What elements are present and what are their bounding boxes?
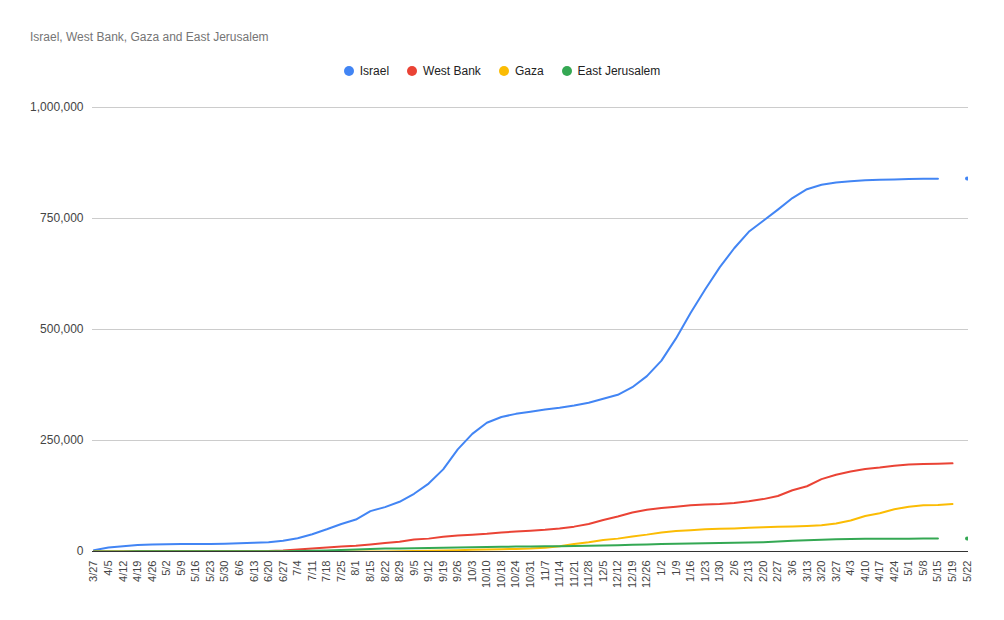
svg-text:5/9: 5/9	[175, 561, 187, 576]
svg-text:12/26: 12/26	[640, 561, 652, 589]
svg-text:11/7: 11/7	[539, 561, 551, 582]
svg-text:4/10: 4/10	[859, 561, 871, 582]
svg-text:5/2: 5/2	[160, 561, 172, 576]
svg-text:1/9: 1/9	[670, 561, 682, 576]
svg-text:1/23: 1/23	[699, 561, 711, 582]
svg-text:5/16: 5/16	[189, 561, 201, 582]
svg-text:12/12: 12/12	[611, 561, 623, 589]
svg-text:12/5: 12/5	[597, 561, 609, 582]
svg-text:7/11: 7/11	[306, 561, 318, 582]
svg-text:4/19: 4/19	[131, 561, 143, 582]
svg-text:3/13: 3/13	[800, 561, 812, 582]
svg-text:2/13: 2/13	[742, 561, 754, 582]
svg-text:4/17: 4/17	[873, 561, 885, 582]
svg-text:9/12: 9/12	[422, 561, 434, 582]
svg-text:7/18: 7/18	[320, 561, 332, 582]
svg-text:1/2: 1/2	[655, 561, 667, 576]
svg-text:1/30: 1/30	[713, 561, 725, 582]
svg-text:8/29: 8/29	[393, 561, 405, 582]
html-text:Israel: Israel	[359, 64, 390, 78]
svg-text:6/6: 6/6	[233, 561, 245, 576]
svg-text:6/13: 6/13	[248, 561, 260, 582]
svg-text:5/23: 5/23	[204, 561, 216, 582]
svg-text:9/5: 9/5	[408, 561, 420, 576]
svg-text:500,000: 500,000	[40, 322, 84, 336]
svg-text:5/30: 5/30	[218, 561, 230, 582]
svg-text:0: 0	[77, 544, 84, 558]
svg-text:4/3: 4/3	[844, 561, 856, 576]
svg-text:4/12: 4/12	[117, 561, 129, 582]
svg-text:5/22: 5/22	[961, 561, 973, 582]
html-text:Israel, West Bank, Gaza and Ea: Israel, West Bank, Gaza and East Jerusal…	[30, 30, 269, 44]
svg-text:8/1: 8/1	[349, 561, 361, 576]
svg-text:3/27: 3/27	[87, 561, 99, 582]
svg-text:11/21: 11/21	[568, 561, 580, 588]
svg-text:8/22: 8/22	[379, 561, 391, 582]
svg-text:11/14: 11/14	[553, 561, 565, 588]
svg-text:7/25: 7/25	[335, 561, 347, 582]
svg-text:5/19: 5/19	[946, 561, 958, 582]
svg-text:2/20: 2/20	[757, 561, 769, 582]
svg-text:3/27: 3/27	[830, 561, 842, 582]
svg-text:3/20: 3/20	[815, 561, 827, 582]
svg-text:1,000,000: 1,000,000	[30, 100, 84, 114]
svg-text:5/1: 5/1	[902, 561, 914, 576]
svg-text:5/8: 5/8	[917, 561, 929, 576]
svg-text:1/16: 1/16	[684, 561, 696, 582]
svg-text:9/19: 9/19	[437, 561, 449, 582]
svg-text:250,000: 250,000	[40, 433, 84, 447]
svg-text:10/10: 10/10	[480, 561, 492, 589]
svg-text:11/28: 11/28	[582, 561, 594, 588]
svg-text:4/5: 4/5	[102, 561, 114, 576]
svg-text:4/24: 4/24	[888, 561, 900, 582]
svg-text:7/4: 7/4	[291, 561, 303, 576]
html-text:Gaza: Gaza	[514, 64, 544, 78]
svg-text:10/24: 10/24	[509, 561, 521, 589]
svg-text:5/15: 5/15	[931, 561, 943, 582]
svg-text:10/3: 10/3	[466, 561, 478, 582]
svg-text:2/27: 2/27	[771, 561, 783, 582]
svg-text:9/26: 9/26	[451, 561, 463, 582]
svg-text:2/6: 2/6	[728, 561, 740, 576]
svg-text:12/19: 12/19	[626, 561, 638, 589]
svg-text:750,000: 750,000	[40, 211, 84, 225]
svg-text:3/6: 3/6	[786, 561, 798, 576]
svg-text:10/31: 10/31	[524, 561, 536, 589]
svg-text:8/15: 8/15	[364, 561, 376, 582]
html-text:East Jerusalem: East Jerusalem	[577, 64, 661, 78]
svg-text:6/27: 6/27	[277, 561, 289, 582]
html-text:West Bank: West Bank	[423, 64, 481, 78]
svg-text:4/26: 4/26	[146, 561, 158, 582]
svg-text:10/18: 10/18	[495, 561, 507, 589]
svg-text:6/20: 6/20	[262, 561, 274, 582]
